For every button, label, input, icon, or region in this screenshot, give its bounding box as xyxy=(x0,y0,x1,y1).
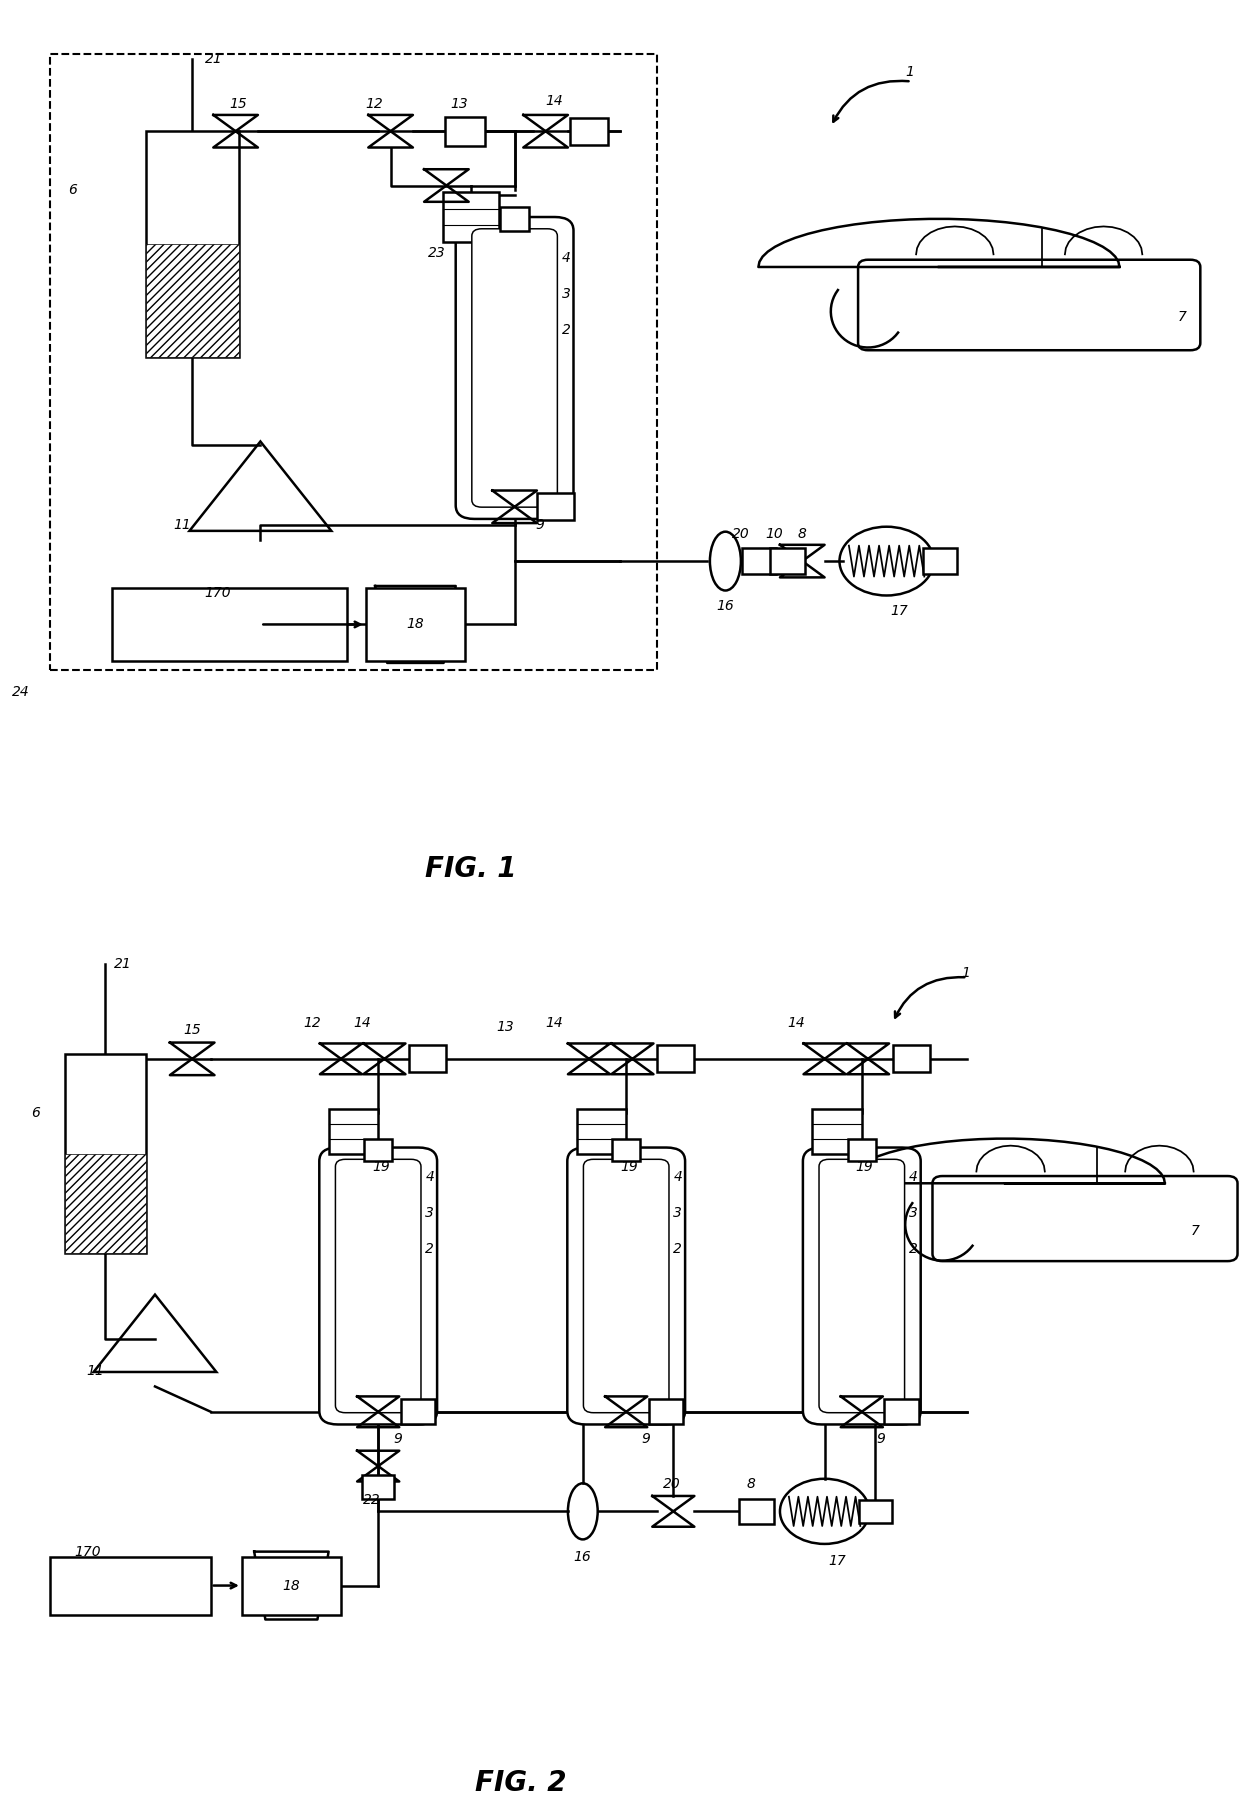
Text: 8: 8 xyxy=(797,527,806,541)
Text: 17: 17 xyxy=(890,605,908,617)
Text: 6: 6 xyxy=(68,183,77,197)
Text: 9: 9 xyxy=(641,1432,650,1446)
Bar xyxy=(66,1155,146,1253)
Text: 1: 1 xyxy=(961,967,970,979)
Text: 4: 4 xyxy=(562,252,570,264)
Text: 15: 15 xyxy=(229,98,247,110)
FancyBboxPatch shape xyxy=(818,1160,905,1412)
Text: 17: 17 xyxy=(828,1555,846,1567)
Text: 10: 10 xyxy=(765,527,782,541)
Text: 9: 9 xyxy=(536,518,544,532)
Text: 15: 15 xyxy=(184,1023,201,1037)
Bar xyxy=(329,1108,378,1155)
Text: 1: 1 xyxy=(905,65,914,80)
Bar xyxy=(613,1140,640,1162)
Text: 21: 21 xyxy=(205,52,222,65)
Text: FIG. 2: FIG. 2 xyxy=(475,1768,567,1797)
FancyBboxPatch shape xyxy=(335,1160,420,1412)
Bar xyxy=(365,1140,392,1162)
Bar xyxy=(362,1475,394,1499)
Bar xyxy=(146,244,238,358)
Text: 19: 19 xyxy=(620,1160,637,1175)
Text: 3: 3 xyxy=(562,288,570,300)
Bar xyxy=(848,1140,875,1162)
Bar xyxy=(884,1399,919,1424)
Text: 21: 21 xyxy=(114,957,131,970)
Bar xyxy=(739,1499,774,1524)
Text: 2: 2 xyxy=(673,1242,682,1256)
Text: 12: 12 xyxy=(366,98,383,110)
Text: 4: 4 xyxy=(909,1169,918,1184)
Bar xyxy=(112,588,347,661)
Bar xyxy=(242,1557,341,1615)
Bar xyxy=(409,1046,446,1072)
Bar xyxy=(812,1108,862,1155)
FancyBboxPatch shape xyxy=(804,1148,920,1424)
Bar xyxy=(444,192,498,243)
Text: 3: 3 xyxy=(673,1205,682,1220)
Bar xyxy=(649,1399,683,1424)
Text: 13: 13 xyxy=(450,98,467,110)
Text: 14: 14 xyxy=(353,1015,371,1030)
Text: 14: 14 xyxy=(546,94,563,109)
FancyBboxPatch shape xyxy=(568,1148,684,1424)
Text: 11: 11 xyxy=(87,1365,104,1377)
Text: 18: 18 xyxy=(407,617,424,632)
Text: 20: 20 xyxy=(732,527,749,541)
Text: 4: 4 xyxy=(673,1169,682,1184)
Text: 170: 170 xyxy=(74,1546,100,1558)
Text: 7: 7 xyxy=(1178,310,1187,324)
Text: FIG. 1: FIG. 1 xyxy=(425,854,517,883)
Text: 3: 3 xyxy=(425,1205,434,1220)
Bar xyxy=(657,1046,694,1072)
Text: 16: 16 xyxy=(717,599,734,614)
Text: 13: 13 xyxy=(496,1021,513,1034)
Text: 4: 4 xyxy=(425,1169,434,1184)
Text: 9: 9 xyxy=(393,1432,402,1446)
Bar xyxy=(445,116,485,147)
Text: 2: 2 xyxy=(562,324,570,337)
FancyBboxPatch shape xyxy=(584,1160,670,1412)
Text: 12: 12 xyxy=(304,1015,321,1030)
Bar xyxy=(366,588,465,661)
Text: 24: 24 xyxy=(12,686,30,699)
Text: 11: 11 xyxy=(174,518,191,532)
Bar xyxy=(859,1499,892,1524)
Text: 2: 2 xyxy=(425,1242,434,1256)
Bar xyxy=(577,1108,626,1155)
FancyBboxPatch shape xyxy=(319,1148,436,1424)
Text: 170: 170 xyxy=(205,586,231,599)
Bar xyxy=(923,548,957,574)
Bar xyxy=(50,1557,211,1615)
Bar xyxy=(501,206,528,230)
Bar xyxy=(66,1053,146,1253)
Bar xyxy=(146,132,238,358)
Text: 7: 7 xyxy=(1190,1224,1199,1238)
Bar xyxy=(537,494,574,521)
Text: 19: 19 xyxy=(372,1160,389,1175)
FancyBboxPatch shape xyxy=(455,217,573,519)
Text: 14: 14 xyxy=(546,1015,563,1030)
Text: 19: 19 xyxy=(856,1160,873,1175)
Text: 18: 18 xyxy=(283,1578,300,1593)
Text: 16: 16 xyxy=(573,1549,590,1564)
Bar xyxy=(742,548,776,574)
FancyBboxPatch shape xyxy=(471,228,558,507)
Bar xyxy=(50,54,657,670)
Text: 9: 9 xyxy=(877,1432,885,1446)
Text: 20: 20 xyxy=(663,1477,681,1491)
Text: 8: 8 xyxy=(746,1477,755,1491)
Bar xyxy=(401,1399,435,1424)
Text: 6: 6 xyxy=(31,1106,40,1120)
Text: 2: 2 xyxy=(909,1242,918,1256)
Text: 22: 22 xyxy=(363,1493,381,1506)
Text: 23: 23 xyxy=(428,246,445,261)
Bar xyxy=(570,118,608,145)
Text: 14: 14 xyxy=(787,1015,805,1030)
Text: 3: 3 xyxy=(909,1205,918,1220)
Bar xyxy=(770,548,805,574)
Bar xyxy=(893,1046,930,1072)
